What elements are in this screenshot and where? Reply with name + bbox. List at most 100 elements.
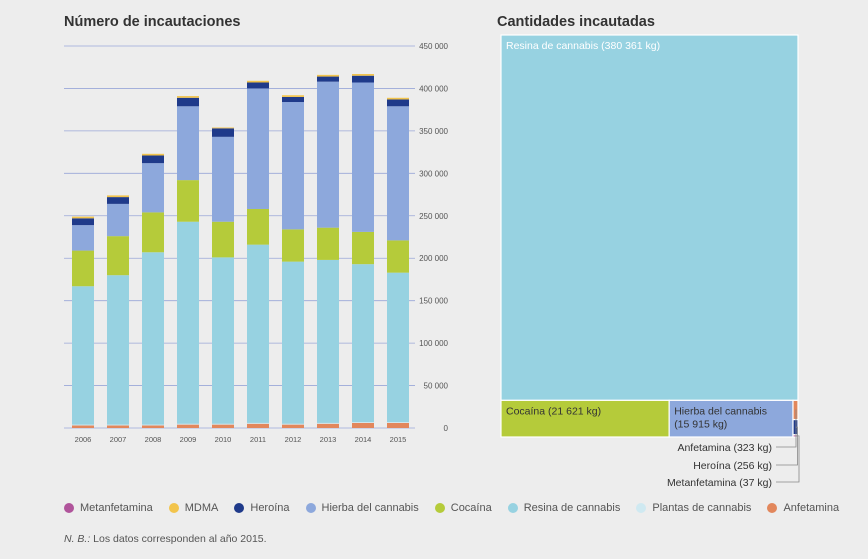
bar-segment-plantas-de-cannabis	[387, 422, 409, 423]
bar-segment-hierba-del-cannabis	[352, 82, 374, 232]
y-tick-label: 400 000	[419, 84, 448, 93]
bar-segment-resina-de-cannabis	[247, 244, 269, 423]
bar-segment-cocaína	[72, 250, 94, 287]
treemap-cell-cocaína	[500, 399, 670, 438]
y-tick-label: 200 000	[419, 254, 448, 263]
legend-label: Cocaína	[450, 502, 492, 514]
treemap-cell-hierba-del-cannabis	[668, 399, 794, 438]
y-tick-label: 250 000	[419, 212, 448, 221]
bar-segment-hierba-del-cannabis	[107, 203, 129, 237]
bar-segment-mdma	[352, 74, 374, 76]
bar-segment-heroína	[247, 82, 269, 89]
legend-item: Plantas de cannabis	[636, 502, 751, 514]
legend-item: Metanfetamina	[64, 502, 153, 514]
footnote: N. B.: Los datos corresponden al año 201…	[64, 533, 267, 545]
bar-chart-title: Número de incautaciones	[64, 14, 241, 30]
bar-segment-anfetamina	[317, 423, 339, 428]
bar-segment-resina-de-cannabis	[317, 259, 339, 423]
x-tick-label: 2009	[180, 435, 197, 444]
charts-canvas: 0 50 000 100 000 150 000 200 000 250 000 300 0…	[64, 34, 800, 489]
callout-line	[776, 409, 797, 448]
treemap: Resina de cannabis (380 361 kg) Cocaína (…	[500, 34, 800, 489]
bar-segment-hierba-del-cannabis	[72, 225, 94, 251]
treemap-callout-label: Anfetamina (323 kg)	[677, 442, 772, 454]
bar-segment-mdma	[387, 97, 409, 100]
treemap-title: Cantidades incautadas	[497, 14, 655, 30]
bar-segment-plantas-de-cannabis	[107, 424, 129, 426]
bar-segment-cocaína	[177, 180, 199, 222]
legend-label: Metanfetamina	[80, 502, 153, 514]
bar-segment-hierba-del-cannabis	[317, 81, 339, 228]
bar-segment-mdma	[142, 153, 164, 156]
x-tick-label: 2013	[320, 435, 337, 444]
bar-segment-hierba-del-cannabis	[177, 106, 199, 181]
bar-segment-anfetamina	[352, 422, 374, 428]
bar-segment-hierba-del-cannabis	[212, 136, 234, 222]
bar-segment-hierba-del-cannabis	[387, 106, 409, 241]
legend-label: Heroína	[250, 502, 290, 514]
bar-segment-anfetamina	[72, 425, 94, 428]
bar-segment-plantas-de-cannabis	[142, 424, 164, 426]
bar-segment-heroína	[352, 75, 374, 83]
bar-segment-plantas-de-cannabis	[212, 423, 234, 425]
callout-line	[776, 426, 798, 466]
y-tick-label: 100 000	[419, 339, 448, 348]
legend-item: Hierba del cannabis	[305, 502, 419, 514]
footnote-text: Los datos corresponden al año 2015.	[90, 533, 267, 545]
bar-segment-anfetamina	[177, 424, 199, 428]
bar-segment-cocaína	[212, 221, 234, 258]
bar-segment-plantas-de-cannabis	[317, 422, 339, 424]
bar-segment-resina-de-cannabis	[387, 272, 409, 423]
bar-segment-resina-de-cannabis	[72, 286, 94, 425]
legend-label: Plantas de cannabis	[652, 502, 752, 514]
legend: Metanfetamina MDMA Heroína Hierba del canna…	[64, 502, 855, 514]
bar-segment-heroína	[142, 155, 164, 164]
x-tick-label: 2006	[75, 435, 92, 444]
bar-segment-plantas-de-cannabis	[177, 423, 199, 425]
bar-chart: 0 50 000 100 000 150 000 200 000 250 000 300 0…	[64, 42, 449, 444]
bar-segment-plantas-de-cannabis	[247, 422, 269, 424]
bar-segment-heroína	[212, 128, 234, 137]
bar-segment-mdma	[107, 195, 129, 198]
legend-label: Resina de cannabis	[523, 502, 621, 514]
legend-label: Hierba del cannabis	[321, 502, 419, 514]
y-tick-label: 0	[444, 424, 449, 433]
bar-segment-resina-de-cannabis	[177, 221, 199, 424]
legend-item: Heroína	[234, 502, 290, 514]
bar-segment-anfetamina	[282, 424, 304, 428]
x-tick-label: 2015	[390, 435, 407, 444]
bar-segment-heroína	[72, 218, 94, 226]
legend-swatch	[234, 503, 245, 513]
treemap-callout-label: Metanfetamina (37 kg)	[667, 477, 772, 489]
legend-swatch	[305, 503, 316, 513]
bar-segment-mdma	[177, 96, 199, 98]
y-tick-label: 450 000	[419, 42, 448, 51]
x-tick-label: 2010	[215, 435, 232, 444]
y-tick-label: 50 000	[424, 382, 449, 391]
treemap-label: Resina de cannabis (380 361 kg)	[506, 40, 660, 52]
bar-segment-hierba-del-cannabis	[247, 88, 269, 209]
bar-segment-heroína	[177, 97, 199, 107]
x-tick-label: 2007	[110, 435, 127, 444]
bar-segment-anfetamina	[212, 424, 234, 428]
bar-segment-mdma	[282, 95, 304, 97]
bar-segment-mdma	[317, 74, 339, 77]
bar-segment-plantas-de-cannabis	[352, 422, 374, 423]
bar-segment-mdma	[72, 216, 94, 219]
x-tick-label: 2012	[285, 435, 302, 444]
bar-segment-resina-de-cannabis	[142, 252, 164, 425]
bar-segment-plantas-de-cannabis	[282, 423, 304, 425]
bar-segment-heroína	[387, 99, 409, 107]
bar-segment-anfetamina	[142, 425, 164, 428]
x-tick-label: 2011	[250, 435, 266, 444]
legend-label: MDMA	[184, 502, 219, 514]
treemap-label: Cocaína (21 621 kg)	[506, 405, 601, 417]
bar-segment-heroína	[107, 197, 129, 204]
bar-segment-cocaína	[247, 208, 269, 245]
y-tick-label: 350 000	[419, 127, 448, 136]
y-tick-label: 300 000	[419, 169, 448, 178]
legend-item: Cocaína	[434, 502, 492, 514]
bar-segment-cocaína	[387, 240, 409, 273]
bar-segment-resina-de-cannabis	[212, 257, 234, 424]
bar-segment-heroína	[317, 76, 339, 82]
